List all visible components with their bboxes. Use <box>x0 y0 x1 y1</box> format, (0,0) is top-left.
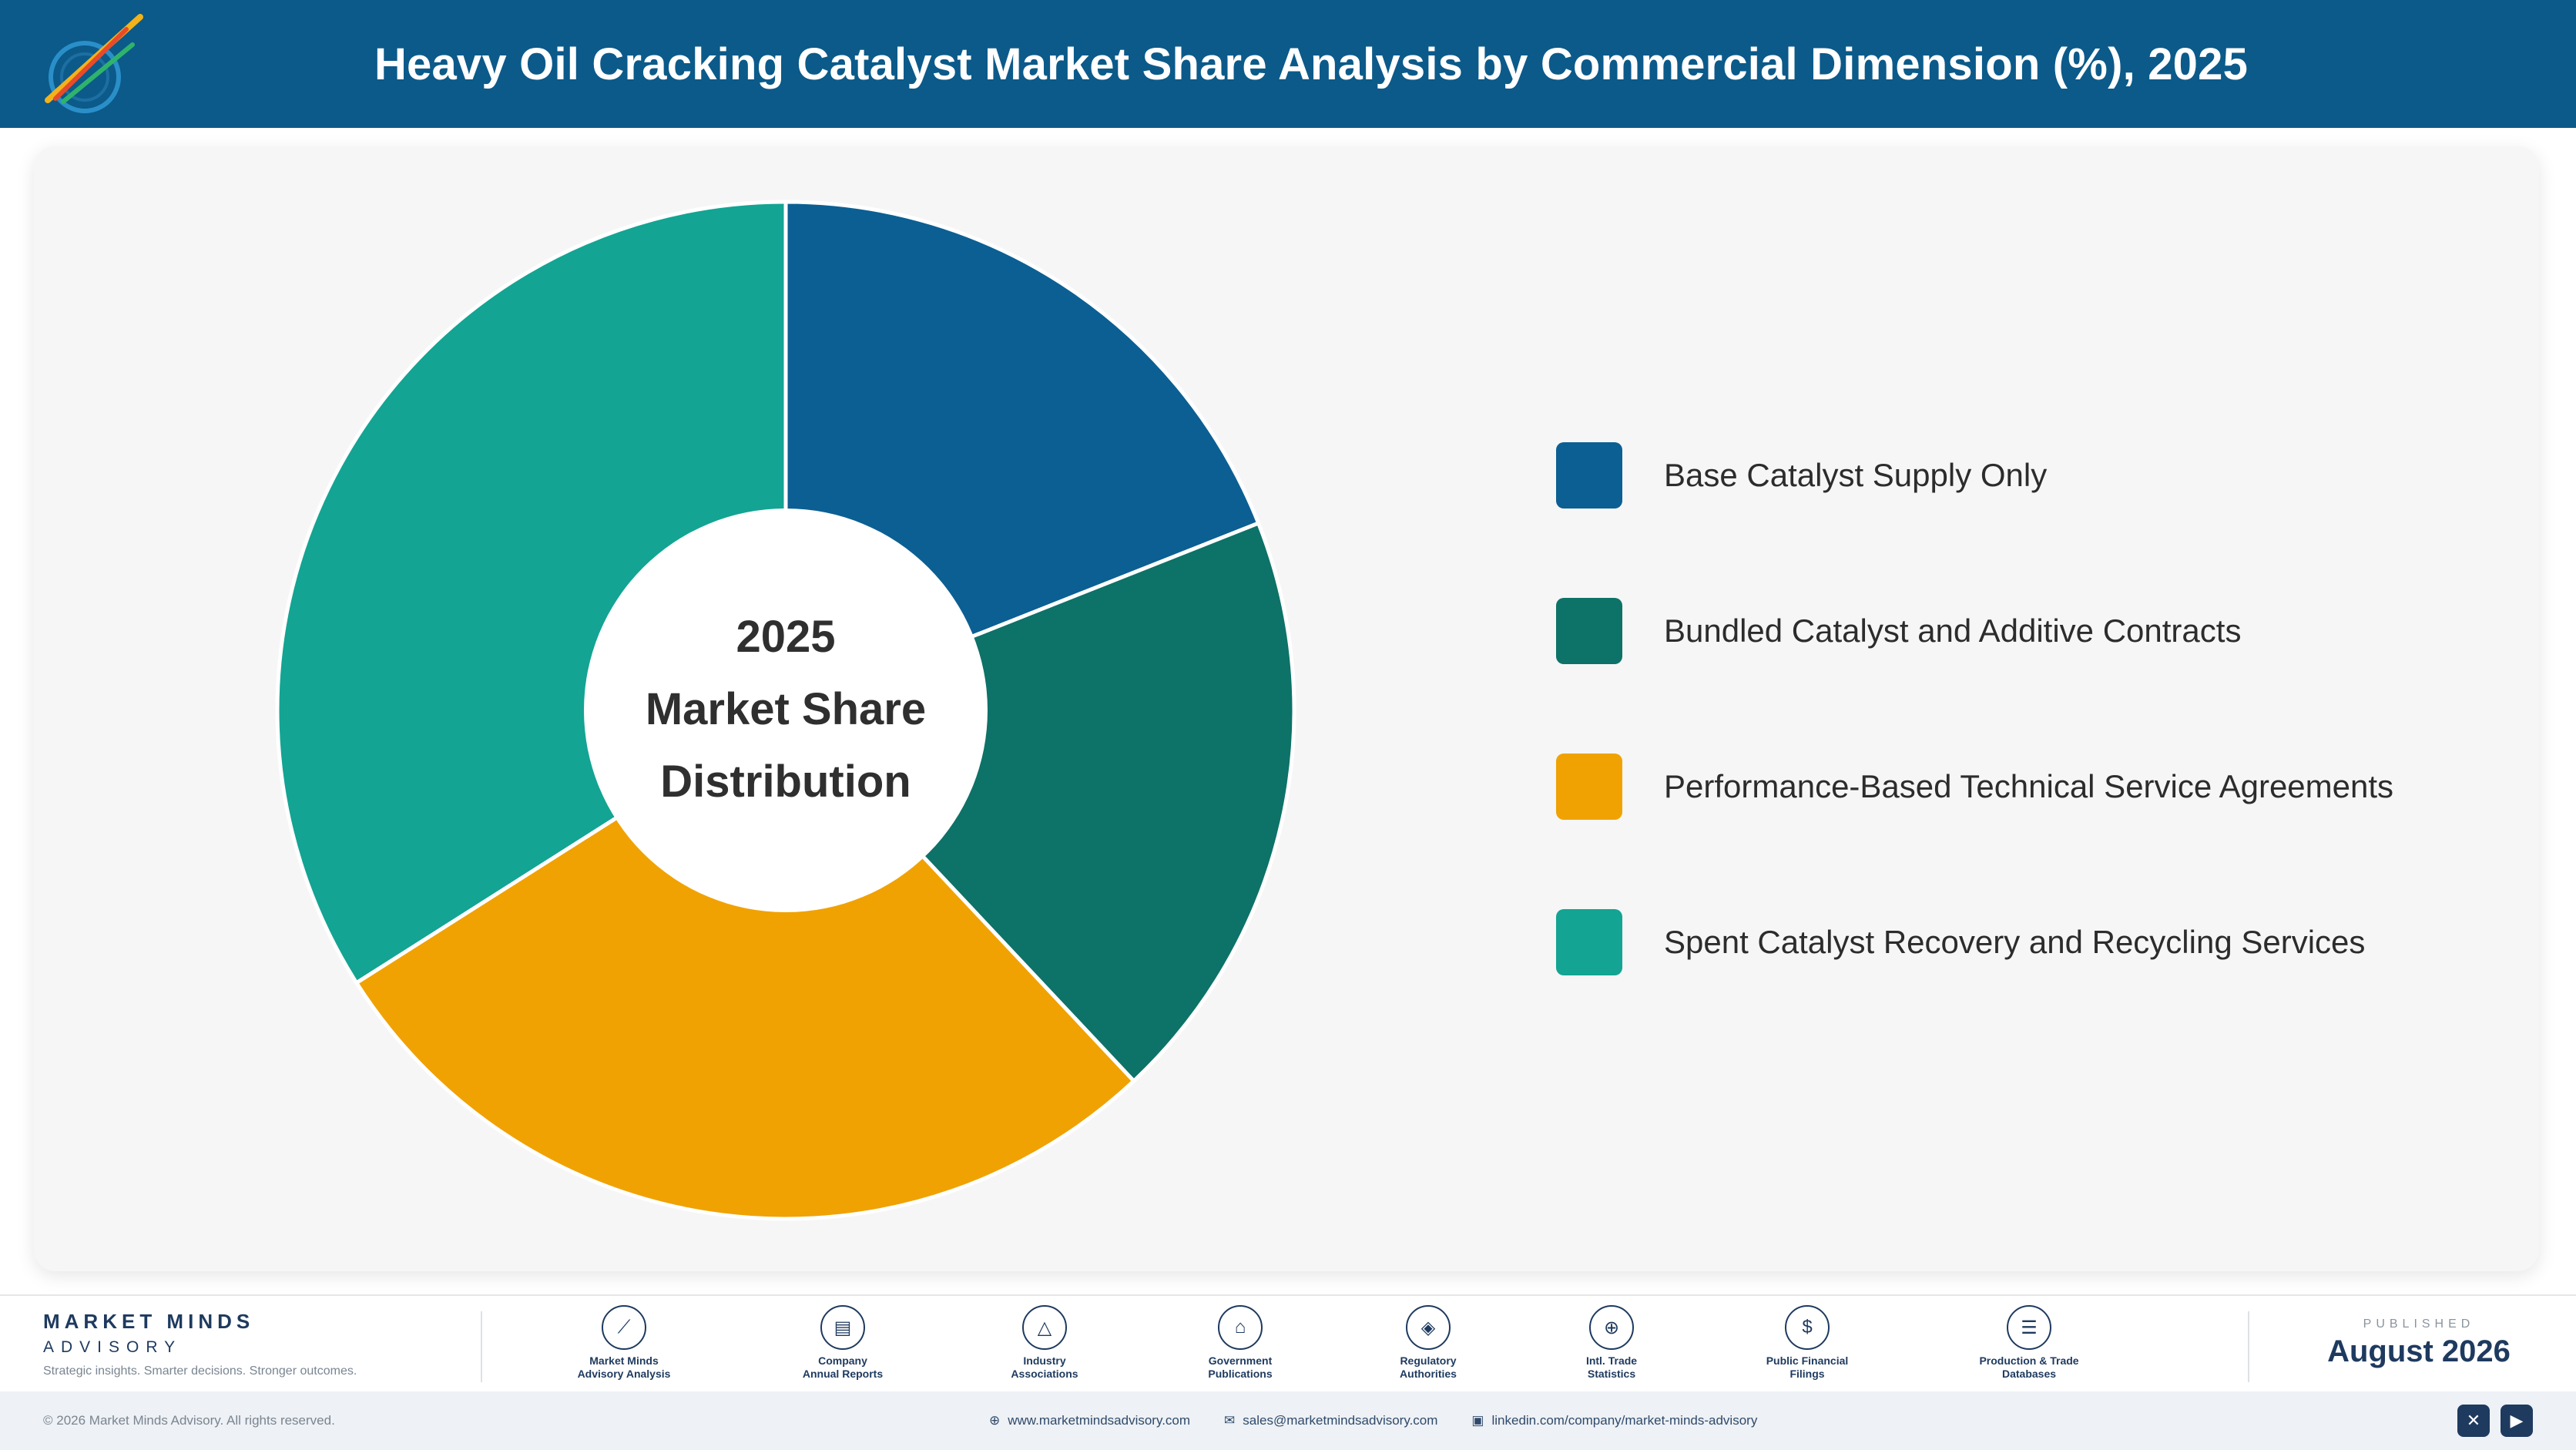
source-item: ▤ Company Annual Reports <box>758 1305 927 1381</box>
source-item: △ Industry Associations <box>960 1305 1129 1381</box>
center-label: 2025 Market Share Distribution <box>585 601 986 818</box>
x-social-icon[interactable]: ✕ <box>2457 1405 2490 1437</box>
legend-swatch <box>1556 442 1622 509</box>
legend-swatch <box>1556 909 1622 975</box>
website-link[interactable]: ⊕ www.marketmindsadvisory.com <box>989 1413 1191 1428</box>
brand-tagline: Strategic insights. Smarter decisions. S… <box>43 1364 357 1378</box>
legend-label: Spent Catalyst Recovery and Recycling Se… <box>1664 924 2366 960</box>
copyright-text: © 2026 Market Minds Advisory. All rights… <box>43 1413 335 1428</box>
chart-legend: Base Catalyst Supply Only Bundled Cataly… <box>1556 442 2393 1065</box>
contact-links: ⊕ www.marketmindsadvisory.com ✉ sales@mark… <box>989 1413 1757 1428</box>
legend-label: Bundled Catalyst and Additive Contracts <box>1664 613 2242 649</box>
source-label: Government Publications <box>1208 1354 1273 1380</box>
footer-divider <box>481 1311 482 1382</box>
social-buttons: ✕ ▶ <box>2457 1405 2533 1437</box>
source-item: ☰ Production & Trade Databases <box>1944 1305 2114 1381</box>
brand-subname: ADVISORY <box>43 1338 183 1356</box>
mail-icon: ✉ <box>1224 1413 1236 1428</box>
network-icon: △ <box>1022 1305 1067 1350</box>
legend-label: Base Catalyst Supply Only <box>1664 457 2048 493</box>
footer-brand: MARKET MINDS ADVISORY Strategic insights… <box>43 1310 357 1378</box>
footer: MARKET MINDS ADVISORY Strategic insights… <box>0 1294 2576 1391</box>
page-title: Heavy Oil Cracking Catalyst Market Share… <box>374 39 2249 89</box>
shield-icon: ◈ <box>1406 1305 1451 1350</box>
center-label-year: 2025 <box>736 612 836 662</box>
linkedin-icon: ▣ <box>1471 1413 1484 1428</box>
center-label-line3: Distribution <box>660 757 911 807</box>
currency-icon: $ <box>1785 1305 1830 1350</box>
source-label: Market Minds Advisory Analysis <box>577 1354 671 1380</box>
database-icon: ☰ <box>2007 1305 2051 1350</box>
trend-line-icon: ⟋ <box>602 1305 646 1350</box>
document-icon: ▤ <box>820 1305 865 1350</box>
legend-item: Bundled Catalyst and Additive Contracts <box>1556 598 2393 664</box>
source-label: Industry Associations <box>1011 1354 1078 1380</box>
source-label: Production & Trade Databases <box>1979 1354 2079 1380</box>
email-link[interactable]: ✉ sales@marketmindsadvisory.com <box>1224 1413 1438 1428</box>
bottom-bar: © 2026 Market Minds Advisory. All rights… <box>0 1391 2576 1450</box>
source-list: ⟋ Market Minds Advisory Analysis ▤ Company An… <box>539 1305 2219 1390</box>
company-logo-icon <box>45 14 143 113</box>
published-label: PUBLISHED <box>2363 1317 2475 1331</box>
legend-swatch <box>1556 598 1622 664</box>
source-label: Regulatory Authorities <box>1400 1354 1457 1380</box>
header-bar: Heavy Oil Cracking Catalyst Market Share… <box>0 0 2576 128</box>
published-block: PUBLISHED August 2026 <box>2319 1317 2519 1369</box>
source-item: ◈ Regulatory Authorities <box>1343 1305 1513 1381</box>
center-label-line2: Market Share <box>645 684 927 734</box>
youtube-social-icon[interactable]: ▶ <box>2501 1405 2533 1437</box>
source-item: $ Public Financial Filings <box>1722 1305 1892 1381</box>
published-date: August 2026 <box>2327 1334 2511 1368</box>
source-item: ⟋ Market Minds Advisory Analysis <box>539 1305 709 1381</box>
source-label: Public Financial Filings <box>1766 1354 1849 1380</box>
footer-divider <box>2248 1311 2249 1382</box>
legend-item: Base Catalyst Supply Only <box>1556 442 2393 509</box>
source-item: ⊕ Intl. Trade Statistics <box>1527 1305 1696 1381</box>
brand-name: MARKET MINDS <box>43 1310 255 1333</box>
source-label: Intl. Trade Statistics <box>1585 1354 1638 1380</box>
legend-item: Performance-Based Technical Service Agre… <box>1556 754 2393 820</box>
linkedin-link[interactable]: ▣ linkedin.com/company/market-minds-advis… <box>1471 1413 1758 1428</box>
source-label: Company Annual Reports <box>802 1354 884 1380</box>
globe-icon: ⊕ <box>989 1413 1001 1428</box>
government-building-icon: ⌂ <box>1218 1305 1263 1350</box>
globe-icon: ⊕ <box>1589 1305 1634 1350</box>
legend-label: Performance-Based Technical Service Agre… <box>1664 768 2394 804</box>
legend-item: Spent Catalyst Recovery and Recycling Se… <box>1556 909 2393 975</box>
legend-swatch <box>1556 754 1622 820</box>
source-item: ⌂ Government Publications <box>1156 1305 1325 1381</box>
